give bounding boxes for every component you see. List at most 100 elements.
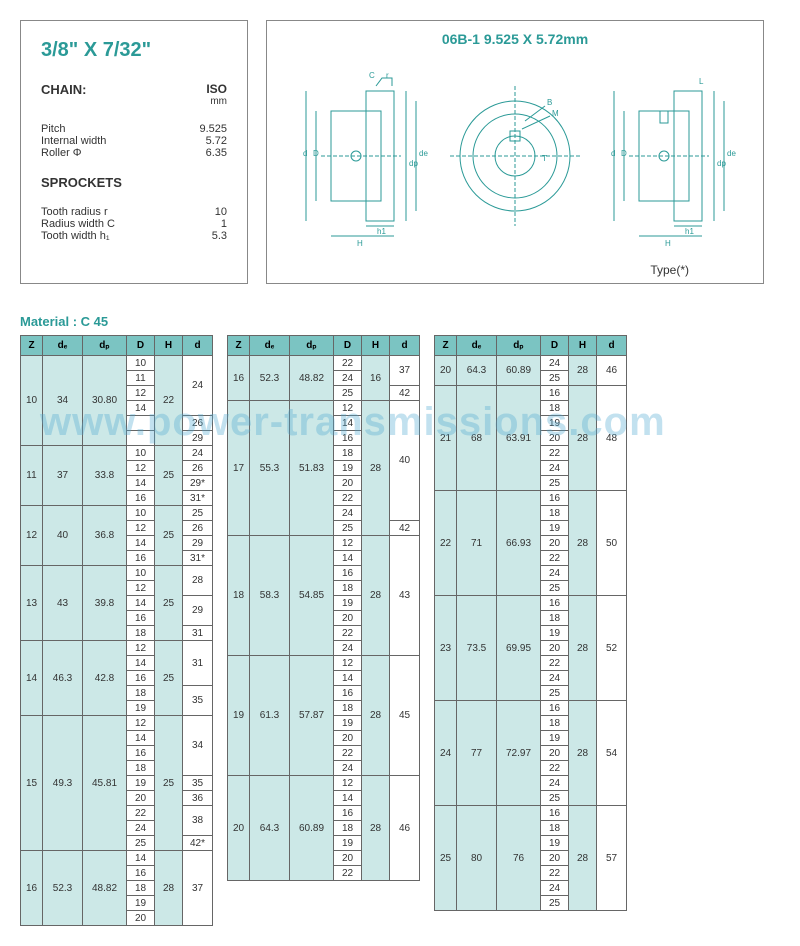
data-table: ZdₑdₚDHd103430.801022241112142629113733.…	[20, 335, 213, 926]
svg-text:L: L	[699, 77, 704, 86]
cell-D: 18	[127, 686, 155, 701]
svg-text:r: r	[386, 71, 389, 80]
cell-dp: 72.97	[497, 701, 541, 806]
svg-text:dp: dp	[409, 159, 418, 168]
cell-de: 49.3	[43, 716, 83, 851]
table-row: 124036.8102525	[21, 506, 213, 521]
cell-d: 46	[597, 356, 627, 386]
cell-D: 22	[334, 491, 362, 506]
col-header: dₑ	[43, 336, 83, 356]
svg-text:h1: h1	[377, 227, 386, 236]
cell-D: 14	[334, 791, 362, 806]
cell-dp: 54.85	[290, 536, 334, 656]
table-row: 134339.8102528	[21, 566, 213, 581]
cell-dp: 57.87	[290, 656, 334, 776]
cell-D: 16	[334, 806, 362, 821]
cell-D: 25	[127, 836, 155, 851]
cell-D: 10	[127, 446, 155, 461]
col-header: H	[155, 336, 183, 356]
cell-d: 54	[597, 701, 627, 806]
table-row: 113733.8102524	[21, 446, 213, 461]
cell-Z: 18	[228, 536, 250, 656]
cell-D: 22	[541, 551, 569, 566]
cell-D: 12	[127, 581, 155, 596]
cell-D: 16	[127, 491, 155, 506]
col-header: D	[127, 336, 155, 356]
cell-D: 18	[541, 506, 569, 521]
cell-d: 37	[183, 851, 213, 926]
diagram-area: d D de dp H h1 C r B	[281, 51, 749, 261]
svg-text:H: H	[357, 239, 363, 248]
cell-de: 55.3	[250, 401, 290, 536]
spec-value: 9.525	[199, 123, 227, 135]
cell-D: 14	[127, 401, 155, 416]
cell-d: 35	[183, 686, 213, 716]
cell-D: 20	[541, 746, 569, 761]
cell-d: 28	[183, 566, 213, 596]
cell-Z: 10	[21, 356, 43, 446]
cell-d: 29*	[183, 476, 213, 491]
col-header: D	[334, 336, 362, 356]
table-row: 1652.348.82142837	[21, 851, 213, 866]
cell-dp: 36.8	[83, 506, 127, 566]
chain-label: CHAIN:	[41, 82, 87, 107]
cell-H: 28	[155, 851, 183, 926]
cell-D: 12	[127, 521, 155, 536]
spec-value: 6.35	[206, 147, 227, 159]
tables-row: ZdₑdₚDHd103430.801022241112142629113733.…	[20, 335, 780, 926]
cell-d: 26	[183, 461, 213, 476]
cell-D: 24	[334, 506, 362, 521]
cell-D: 16	[334, 566, 362, 581]
cell-de: 37	[43, 446, 83, 506]
cell-D: 22	[541, 866, 569, 881]
cell-D: 25	[334, 521, 362, 536]
cell-d: 34	[183, 716, 213, 776]
cell-H: 28	[569, 386, 597, 491]
cell-Z: 22	[435, 491, 457, 596]
svg-text:de: de	[727, 149, 736, 158]
cell-D: 16	[127, 611, 155, 626]
cell-D: 22	[334, 866, 362, 881]
cell-dp: 45.81	[83, 716, 127, 851]
cell-H: 28	[569, 356, 597, 386]
cell-H: 28	[569, 596, 597, 701]
table-row: 103430.80102224	[21, 356, 213, 371]
cell-D: 14	[127, 596, 155, 611]
cell-dp: 42.8	[83, 641, 127, 716]
cell-D: 19	[541, 521, 569, 536]
cell-de: 68	[457, 386, 497, 491]
cell-d: 31	[183, 641, 213, 686]
cell-d: 31*	[183, 491, 213, 506]
cell-d: 42*	[183, 836, 213, 851]
cell-D: 25	[541, 896, 569, 911]
cell-D: 19	[127, 776, 155, 791]
cell-D: 16	[541, 386, 569, 401]
cell-D: 16	[334, 431, 362, 446]
cell-D: 22	[334, 626, 362, 641]
cell-D: 14	[127, 851, 155, 866]
cell-Z: 25	[435, 806, 457, 911]
iso-label: ISOmm	[206, 82, 227, 107]
cell-D: 25	[541, 476, 569, 491]
cell-D: 25	[541, 371, 569, 386]
cell-D: 24	[541, 461, 569, 476]
cell-D: 24	[334, 371, 362, 386]
cell-D: 22	[541, 446, 569, 461]
cell-d: 38	[183, 806, 213, 836]
cell-D: 20	[541, 431, 569, 446]
cell-d: 29	[183, 596, 213, 626]
cell-D: 24	[541, 776, 569, 791]
cell-D: 16	[127, 746, 155, 761]
col-header: dₚ	[290, 336, 334, 356]
cell-H: 22	[155, 356, 183, 446]
cell-Z: 15	[21, 716, 43, 851]
table-row: 1961.357.87122845	[228, 656, 420, 671]
cell-d: 52	[597, 596, 627, 701]
cell-D: 25	[541, 581, 569, 596]
cell-dp: 48.82	[83, 851, 127, 926]
svg-text:d: d	[611, 149, 615, 158]
spec-row: Roller Φ6.35	[41, 147, 227, 159]
cell-de: 64.3	[457, 356, 497, 386]
svg-text:C: C	[369, 71, 375, 80]
table-row: 1652.348.82221637	[228, 356, 420, 371]
